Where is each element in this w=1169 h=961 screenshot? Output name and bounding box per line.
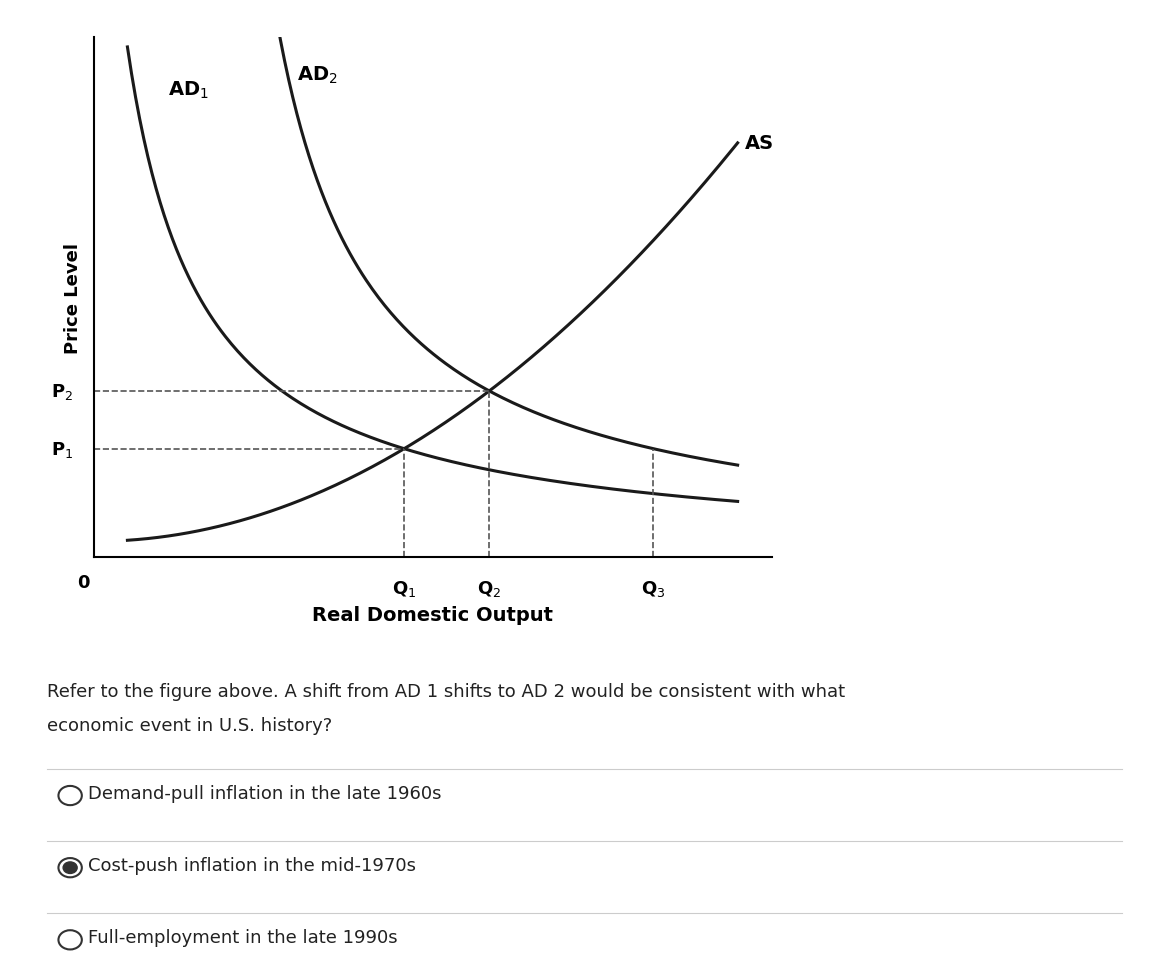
Text: 0: 0 [77,573,90,591]
Text: Q$_1$: Q$_1$ [392,579,416,598]
Text: P$_2$: P$_2$ [51,382,74,402]
Text: Q$_2$: Q$_2$ [477,579,502,598]
Text: AS: AS [745,135,774,153]
Text: AD$_1$: AD$_1$ [168,80,209,101]
Text: Full-employment in the late 1990s: Full-employment in the late 1990s [88,928,397,946]
Text: Refer to the figure above. A shift from AD 1 shifts to AD 2 would be consistent : Refer to the figure above. A shift from … [47,682,845,701]
Text: P$_1$: P$_1$ [51,439,74,459]
Text: Demand-pull inflation in the late 1960s: Demand-pull inflation in the late 1960s [88,784,441,801]
Text: AD$_2$: AD$_2$ [297,64,338,86]
Y-axis label: Price Level: Price Level [64,242,82,354]
Text: Real Domestic Output: Real Domestic Output [312,605,553,625]
Text: Q$_3$: Q$_3$ [641,579,665,598]
Text: economic event in U.S. history?: economic event in U.S. history? [47,716,332,734]
Text: Cost-push inflation in the mid-1970s: Cost-push inflation in the mid-1970s [88,856,416,874]
